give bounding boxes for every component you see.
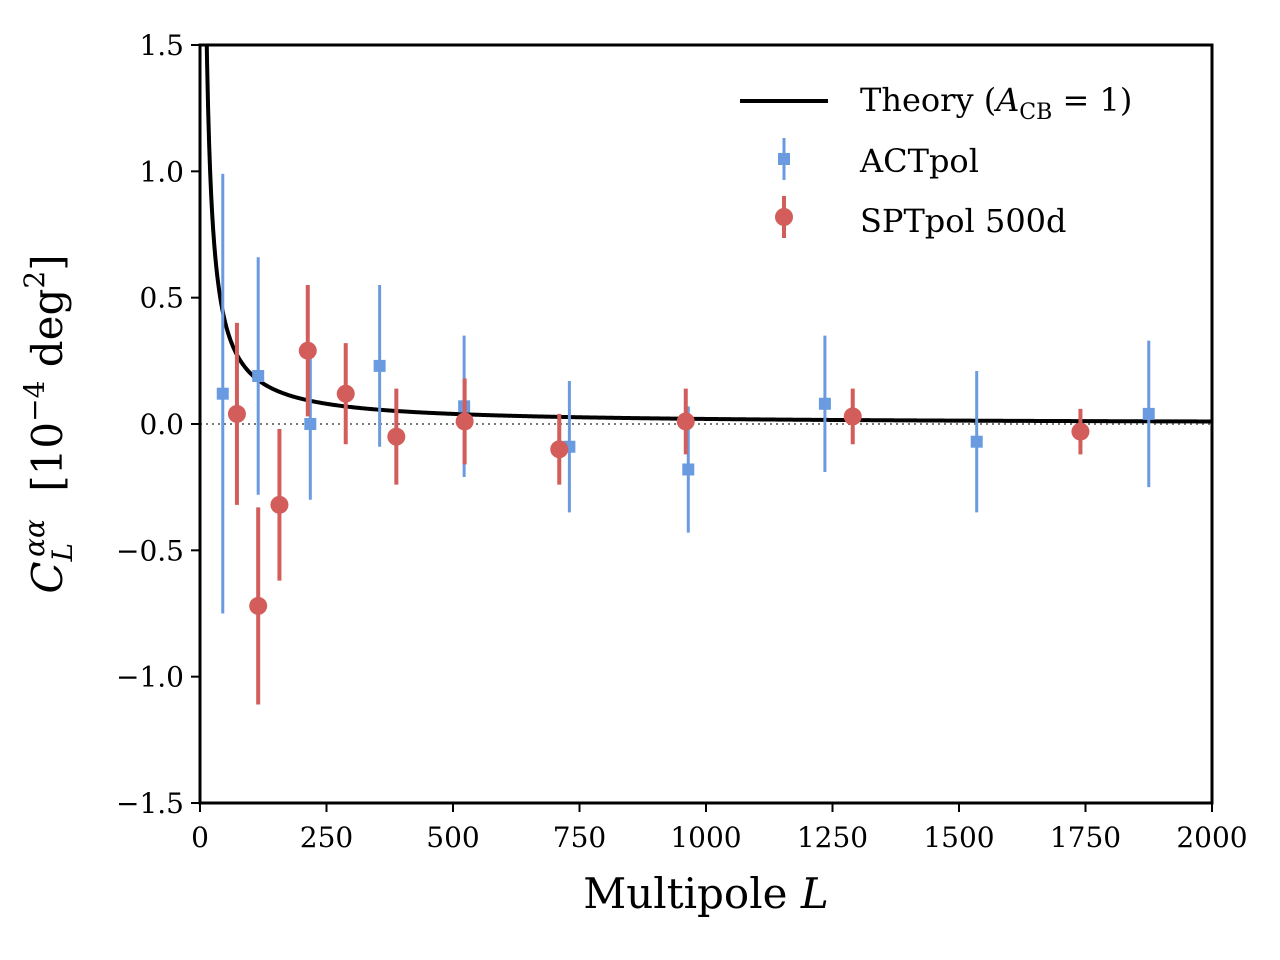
data-point: [270, 495, 289, 514]
x-tick-label: 1250: [797, 821, 868, 854]
legend-actpol-swatch: [778, 138, 790, 180]
legend-actpol-label: ACTpol: [859, 142, 979, 180]
theory-curve: [204, 45, 1212, 424]
data-point: [387, 427, 406, 446]
data-point: [676, 412, 695, 431]
data-point: [1071, 422, 1090, 441]
data-point: [550, 440, 569, 459]
legend-theory-label: Theory (ACB = 1): [860, 81, 1132, 125]
y-tick-label: −0.5: [116, 534, 184, 567]
y-axis-title: CLαα [10−4 deg2]: [18, 254, 79, 593]
data-point: [216, 387, 229, 400]
data-point: [298, 341, 317, 360]
data-point: [336, 384, 355, 403]
data-point: [818, 397, 831, 410]
x-tick-label: 1500: [923, 821, 994, 854]
x-tick-label: 0: [191, 821, 209, 854]
data-layer: [216, 173, 1155, 705]
y-tick-label: 1.5: [139, 29, 184, 62]
data-point: [252, 369, 265, 382]
legend-sptpol-label: SPTpol 500d: [860, 202, 1067, 240]
y-tick-label: 0.0: [139, 408, 184, 441]
data-point: [304, 418, 317, 430]
y-tick-label: −1.0: [116, 661, 184, 694]
x-tick-label: 1750: [1050, 821, 1121, 854]
y-tick-label: 0.5: [139, 282, 184, 315]
data-point: [970, 435, 983, 448]
data-point: [249, 596, 268, 615]
legend: Theory (ACB = 1) ACTpol SPTpol 500d: [740, 81, 1132, 240]
x-tick-label: 750: [553, 821, 606, 854]
x-tick-label: 2000: [1176, 821, 1247, 854]
series-sptpol: [227, 285, 1090, 705]
y-tick-label: 1.0: [139, 155, 184, 188]
data-point: [373, 359, 386, 372]
theory-layer: [204, 45, 1212, 424]
y-tick-label: −1.5: [116, 787, 184, 820]
data-point: [682, 463, 695, 476]
x-tick-label: 250: [300, 821, 353, 854]
x-axis-title: Multipole L: [583, 869, 829, 918]
data-point: [455, 412, 474, 431]
tick-layer: 0 250 500 750 1000 1250 1500 1750 2000 −1.5 −1.0 −0…: [116, 29, 1248, 854]
series-actpol: [216, 173, 1155, 614]
x-tick-label: 1000: [670, 821, 741, 854]
data-point: [227, 404, 246, 423]
data-point: [1142, 407, 1155, 420]
legend-sptpol-swatch: [775, 196, 793, 238]
data-point: [843, 407, 862, 426]
x-tick-label: 500: [426, 821, 479, 854]
